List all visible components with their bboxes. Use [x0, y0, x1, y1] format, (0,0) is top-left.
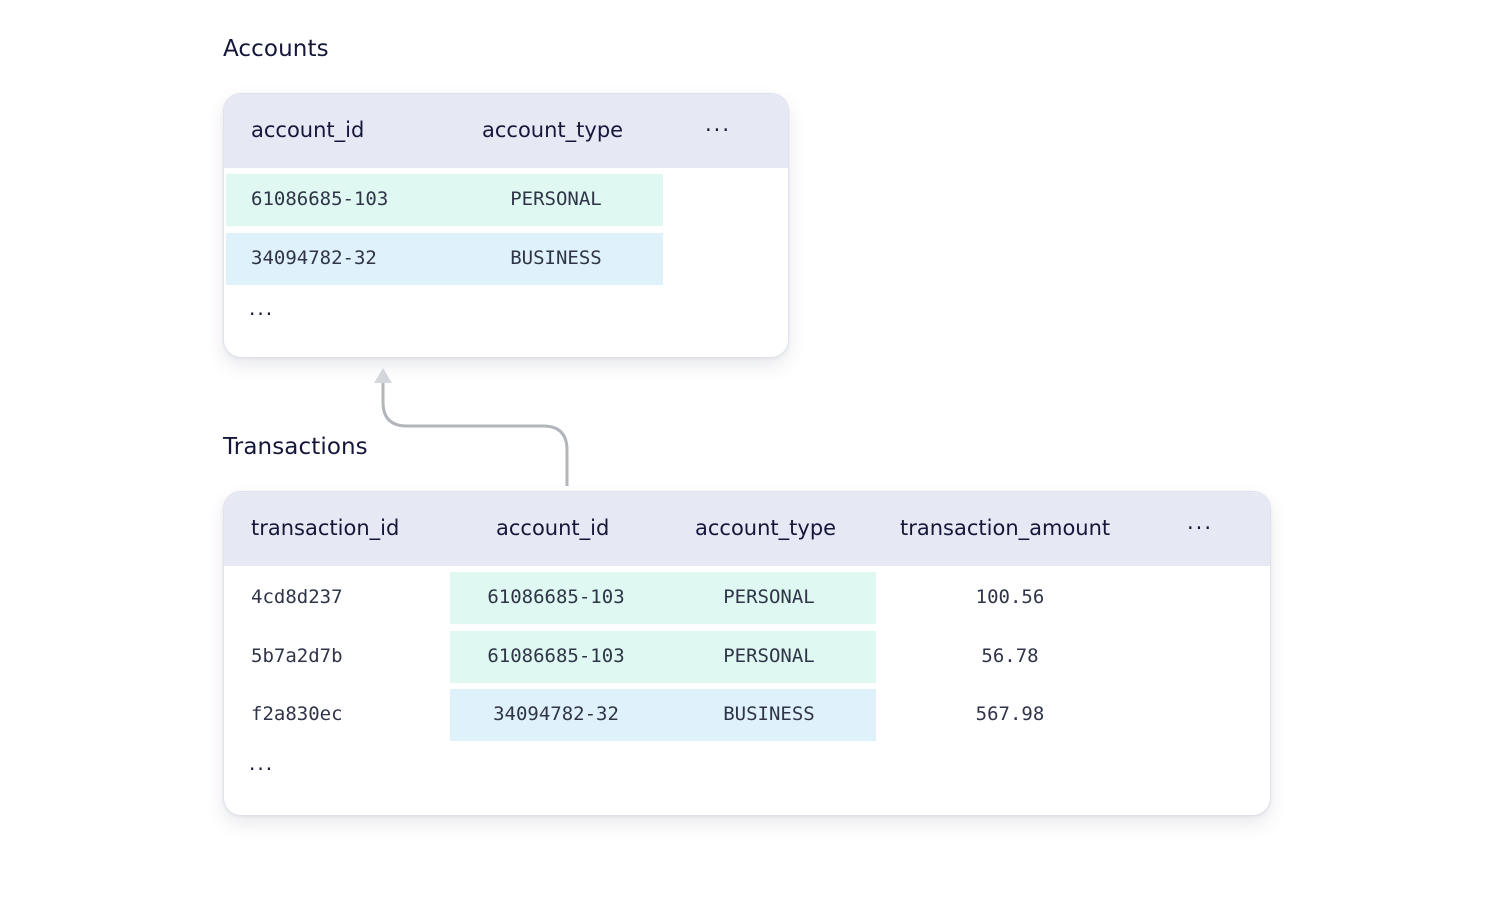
- account-type-cell: PERSONAL: [723, 586, 815, 608]
- transactions-col-transaction-amount: transaction_amount: [900, 516, 1111, 540]
- accounts-title: Accounts: [223, 36, 329, 62]
- table-row: 61086685-103 PERSONAL: [226, 174, 663, 226]
- accounts-col-more: ···: [705, 118, 732, 142]
- accounts-more-rows: ···: [249, 302, 275, 326]
- arrow-head-icon: [374, 368, 392, 383]
- transactions-table: transaction_id account_id account_type t…: [223, 491, 1271, 816]
- table-row-highlight: 61086685-103 PERSONAL: [450, 631, 876, 683]
- account-id-cell: 61086685-103: [251, 188, 389, 210]
- transaction-id-cell: 4cd8d237: [251, 586, 343, 608]
- account-id-cell: 61086685-103: [487, 645, 625, 667]
- account-id-cell: 34094782-32: [493, 703, 619, 725]
- transactions-title: Transactions: [223, 434, 368, 460]
- transactions-col-account-id: account_id: [496, 516, 610, 540]
- table-row-highlight: 61086685-103 PERSONAL: [450, 572, 876, 624]
- transactions-more-rows: ···: [249, 757, 275, 781]
- account-id-cell: 34094782-32: [251, 247, 377, 269]
- account-type-cell: BUSINESS: [723, 703, 815, 725]
- account-type-cell: BUSINESS: [510, 247, 602, 269]
- transactions-col-more: ···: [1187, 516, 1214, 540]
- connector-line: [381, 382, 569, 486]
- transaction-amount-cell: 100.56: [975, 586, 1045, 608]
- transactions-col-account-type: account_type: [695, 516, 837, 540]
- transactions-table-header: transaction_id account_id account_type t…: [224, 492, 1270, 566]
- table-row: 34094782-32 BUSINESS: [226, 233, 663, 285]
- accounts-table-header: account_id account_type ···: [224, 94, 788, 168]
- transactions-col-transaction-id: transaction_id: [251, 516, 400, 540]
- accounts-col-account-id: account_id: [251, 118, 365, 142]
- accounts-table: account_id account_type ··· 61086685-103…: [223, 93, 789, 358]
- account-id-cell: 61086685-103: [487, 586, 625, 608]
- accounts-col-account-type: account_type: [482, 118, 624, 142]
- transaction-id-cell: f2a830ec: [251, 703, 343, 725]
- transaction-amount-cell: 56.78: [981, 645, 1039, 667]
- account-type-cell: PERSONAL: [510, 188, 602, 210]
- account-type-cell: PERSONAL: [723, 645, 815, 667]
- table-row-highlight: 34094782-32 BUSINESS: [450, 689, 876, 741]
- transaction-id-cell: 5b7a2d7b: [251, 645, 343, 667]
- transaction-amount-cell: 567.98: [975, 703, 1045, 725]
